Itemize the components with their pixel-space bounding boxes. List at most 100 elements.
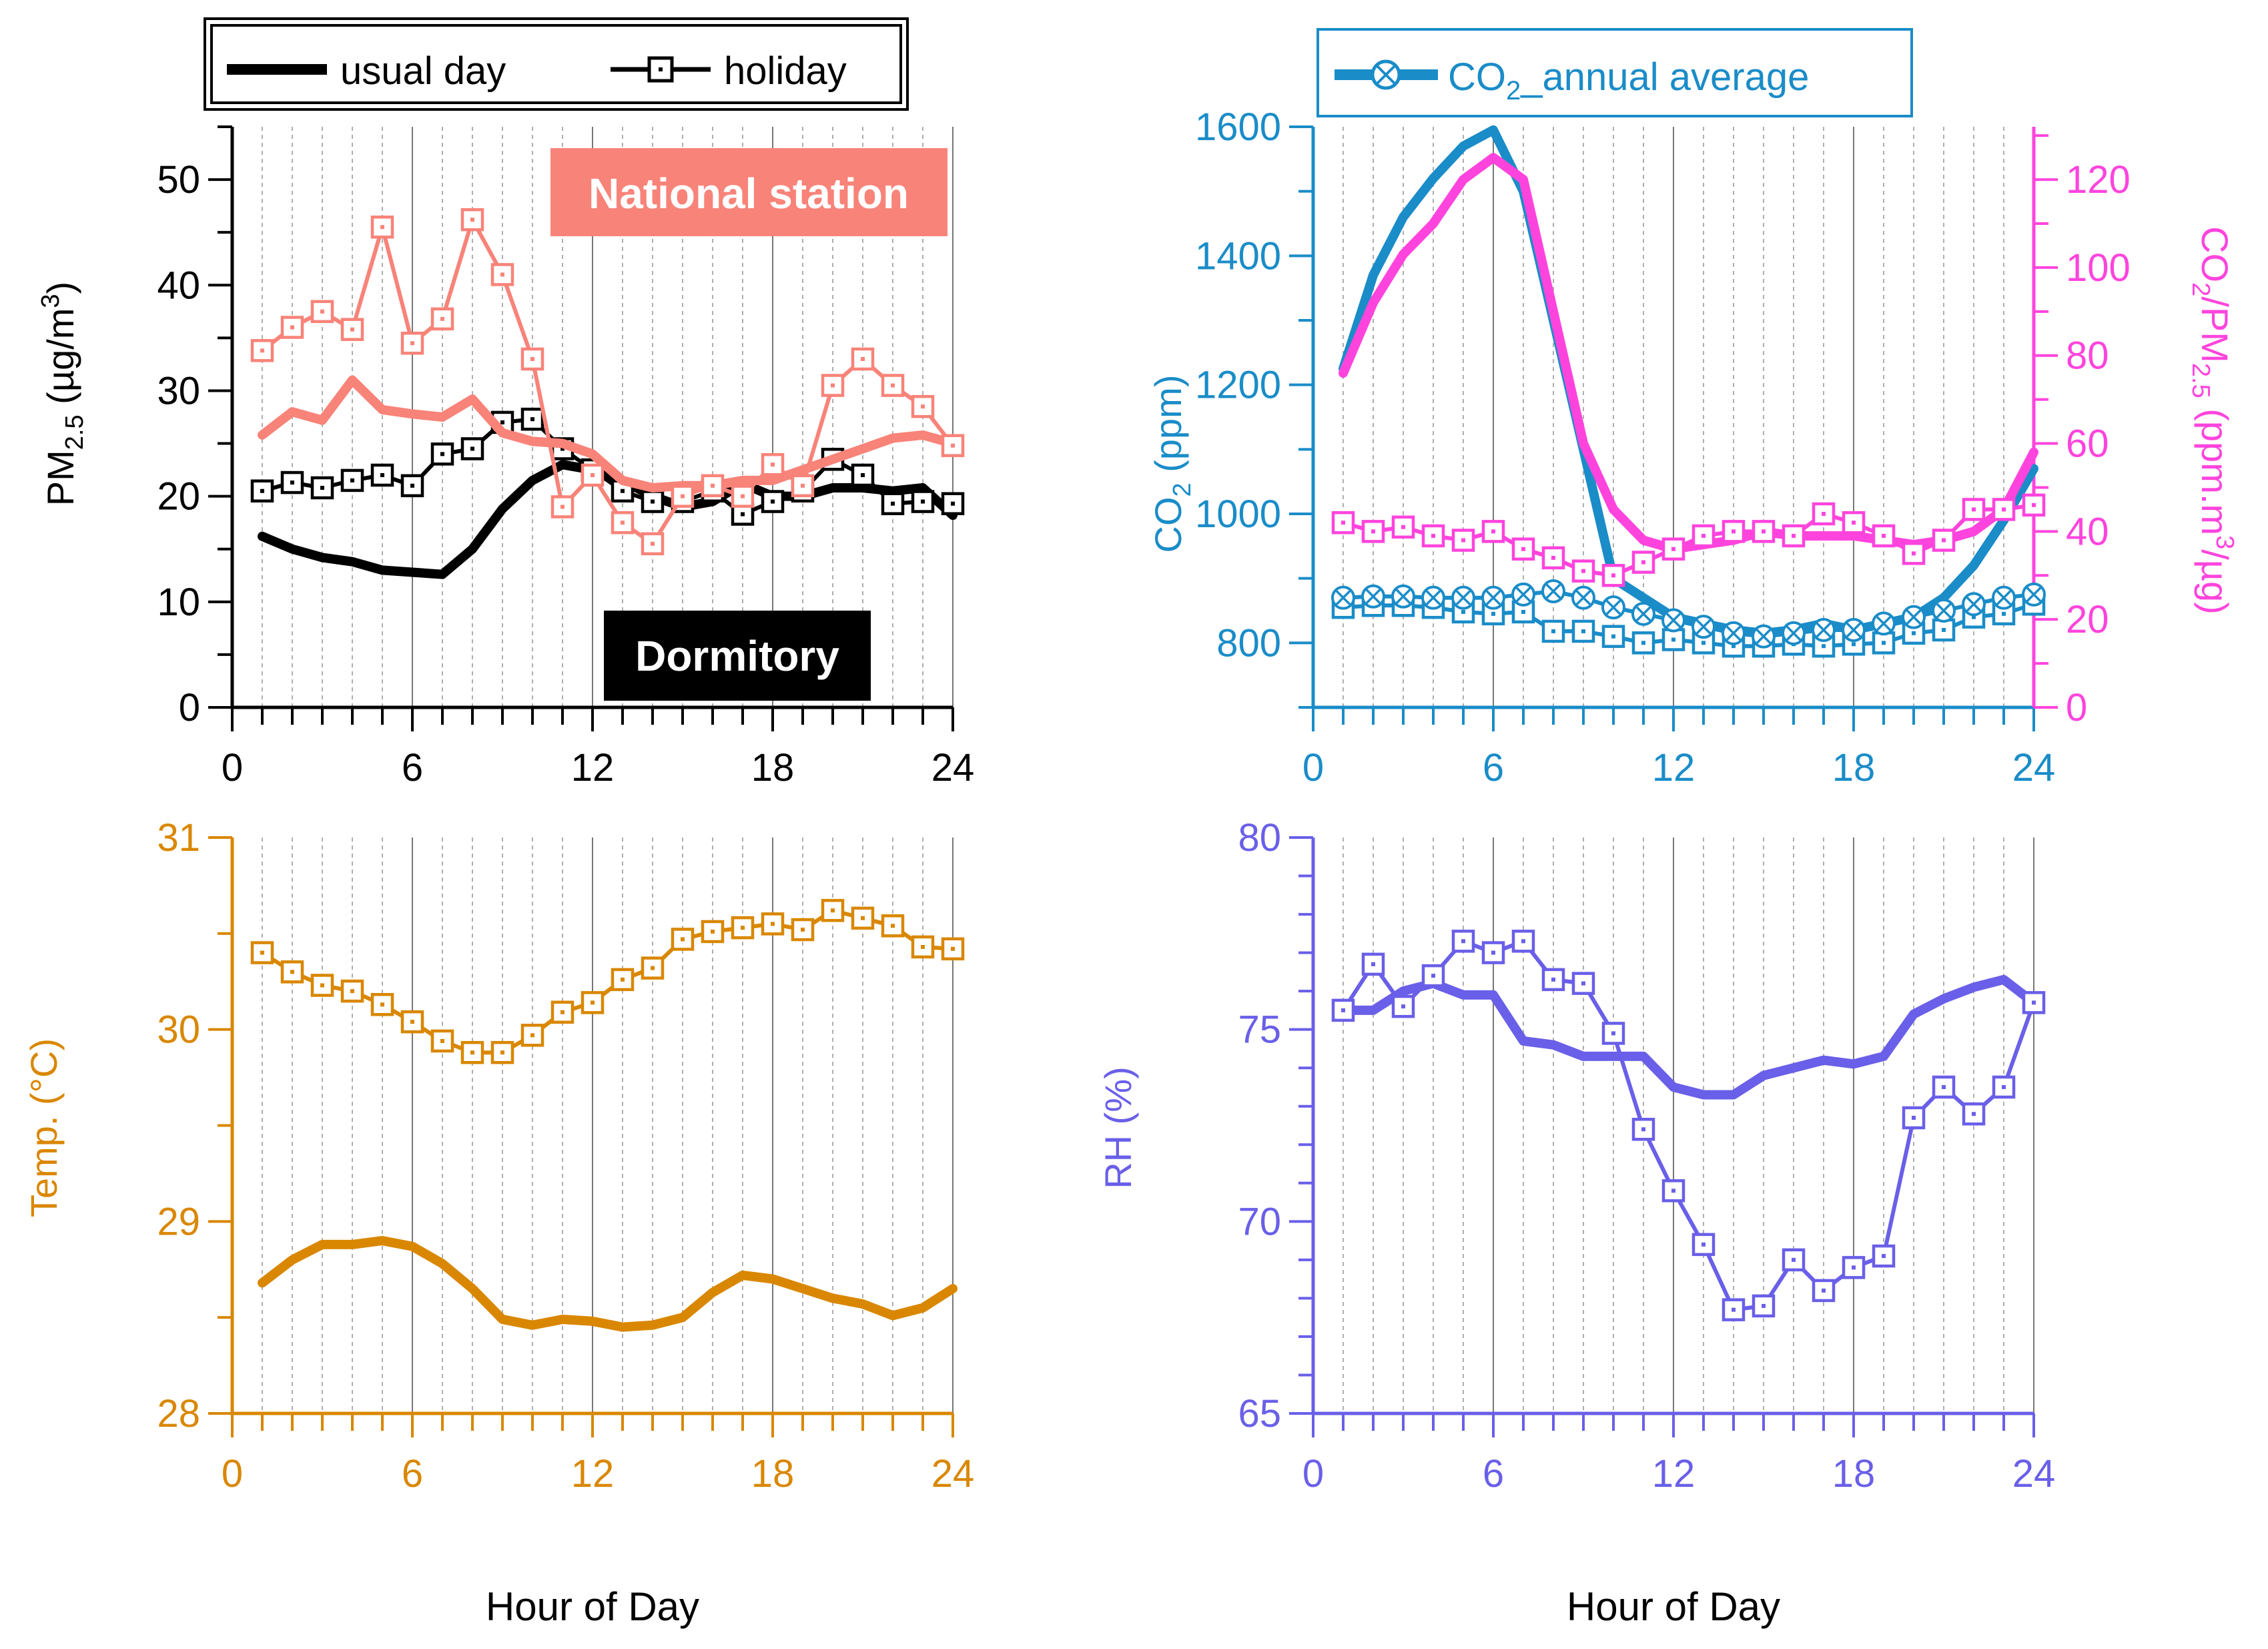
data-point-cross <box>1665 613 1681 628</box>
data-point-dot <box>1431 533 1435 538</box>
x-tick-label: 18 <box>751 746 795 789</box>
x-tick-label: 6 <box>402 746 423 789</box>
data-point <box>911 394 935 418</box>
legend-holiday-label: holiday <box>724 49 847 93</box>
data-point-dot <box>320 485 324 490</box>
data-point-dot <box>681 937 685 942</box>
data-point-dot <box>1822 644 1826 649</box>
data-point-dot <box>260 950 264 955</box>
data-point <box>851 906 875 930</box>
data-point-dot <box>891 501 895 506</box>
data-point-cross <box>1485 590 1501 605</box>
national-station-badge <box>550 148 948 236</box>
data-point-cross <box>1846 622 1862 638</box>
data-point <box>731 484 755 508</box>
data-point-dot <box>1942 628 1946 632</box>
x-tick-label: 0 <box>1302 1452 1324 1496</box>
data-point-dot <box>1641 560 1645 565</box>
y-tick-label: 10 <box>157 581 200 624</box>
x-tick-label: 12 <box>1652 746 1695 789</box>
data-point-dot <box>1461 939 1465 944</box>
y-tick-label: 1000 <box>1195 492 1281 536</box>
data-point-dot <box>260 348 264 353</box>
y-tick-label: 30 <box>157 1008 200 1052</box>
x-tick-label: 18 <box>751 1452 795 1496</box>
data-point-dot <box>1551 555 1555 560</box>
data-point-dot <box>380 1002 384 1007</box>
data-point <box>851 463 875 487</box>
data-point-dot <box>2002 507 2006 512</box>
y-tick-label: 40 <box>157 264 200 307</box>
data-point-dot <box>951 946 955 951</box>
data-point-dot <box>530 357 534 361</box>
data-point-dot <box>711 929 715 934</box>
data-point-cross <box>1996 590 2012 605</box>
data-point-dot <box>891 924 895 928</box>
data-point <box>370 216 394 239</box>
data-point-dot <box>951 443 955 448</box>
co2-panel: 0 6 12 18 24 800 1000 1200 1400 1600 0 20 40 60 80 100 1… <box>1195 105 2131 789</box>
data-point-dot <box>350 989 354 994</box>
data-point-dot <box>1972 1112 1976 1116</box>
data-point-dot <box>560 446 564 451</box>
data-point <box>520 407 544 431</box>
data-point-dot <box>440 452 444 456</box>
data-point-cross <box>1395 589 1411 604</box>
series-line-dormitory-usual-day <box>258 460 958 579</box>
data-point-dot <box>410 341 414 346</box>
data-point-dot <box>741 512 745 517</box>
pm25-legend: usual day holiday <box>204 17 909 111</box>
data-point-dot <box>1371 529 1375 534</box>
data-point-dot <box>921 499 925 504</box>
data-point-cross <box>1575 590 1591 605</box>
data-point-cross <box>2026 587 2042 603</box>
data-point-dot <box>530 417 534 422</box>
y2-tick-label: 60 <box>2066 422 2109 466</box>
rh-x-label: Hour of Day <box>1567 1584 1780 1629</box>
data-point-cross <box>1906 609 1922 625</box>
data-point-dot <box>741 494 745 499</box>
data-point-dot <box>1732 644 1736 649</box>
data-point-dot <box>1401 1004 1405 1009</box>
data-point-dot <box>861 357 865 361</box>
data-point <box>1511 537 1535 561</box>
data-point-cross <box>1455 590 1471 605</box>
data-point <box>1361 952 1385 976</box>
data-point-dot <box>591 1000 595 1005</box>
temp-x-label: Hour of Day <box>486 1584 699 1629</box>
data-point-dot <box>1521 939 1525 944</box>
data-point <box>460 1040 484 1064</box>
data-point-dot <box>380 225 384 230</box>
data-point-dot <box>1671 637 1675 642</box>
data-point-cross <box>1876 616 1892 631</box>
data-point-dot <box>440 316 444 321</box>
x-tick-label: 24 <box>931 1452 975 1496</box>
data-point-dot <box>1912 551 1916 556</box>
x-tick-label: 12 <box>1652 1452 1695 1496</box>
data-point-dot <box>1822 1288 1826 1293</box>
temperature-panel: 0 6 12 18 24 28 29 30 31 <box>157 816 974 1496</box>
data-point-dot <box>861 916 865 920</box>
data-point-dot <box>1972 507 1976 512</box>
data-point-dot <box>470 446 474 451</box>
data-point-dot <box>1852 1265 1856 1270</box>
data-point-dot <box>380 473 384 477</box>
data-point-dot <box>1341 1008 1345 1012</box>
data-point-dot <box>290 480 294 485</box>
y2-tick-label: 80 <box>2066 334 2109 378</box>
data-point-dot <box>1852 642 1856 647</box>
x-tick-label: 24 <box>931 746 975 789</box>
co2-legend: CO2_annual average <box>1316 28 1913 117</box>
data-point-cross <box>1515 587 1531 603</box>
data-point-dot <box>1702 1242 1706 1247</box>
data-point-cross <box>1816 622 1832 638</box>
data-point <box>460 437 484 460</box>
data-point-dot <box>1702 533 1706 538</box>
data-point-dot <box>801 928 805 932</box>
y-tick-label: 0 <box>179 686 200 729</box>
y-tick-label: 50 <box>157 158 200 202</box>
data-point-dot <box>350 478 354 482</box>
data-point-dot <box>1491 611 1495 616</box>
data-point <box>1842 1256 1866 1279</box>
